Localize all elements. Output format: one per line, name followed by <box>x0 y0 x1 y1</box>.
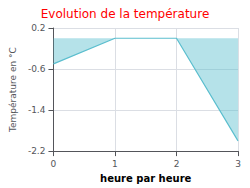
svg-text:2: 2 <box>174 159 180 169</box>
svg-text:-0.6: -0.6 <box>28 64 46 74</box>
svg-text:Evolution de la température: Evolution de la température <box>41 7 210 21</box>
svg-text:-1.4: -1.4 <box>28 105 46 115</box>
svg-text:Température en °C: Température en °C <box>8 47 18 133</box>
svg-text:0.2: 0.2 <box>31 23 45 33</box>
svg-text:3: 3 <box>235 159 241 169</box>
svg-text:heure par heure: heure par heure <box>100 173 191 184</box>
svg-text:0: 0 <box>51 159 57 169</box>
svg-text:1: 1 <box>112 159 118 169</box>
svg-text:-2.2: -2.2 <box>28 146 46 156</box>
